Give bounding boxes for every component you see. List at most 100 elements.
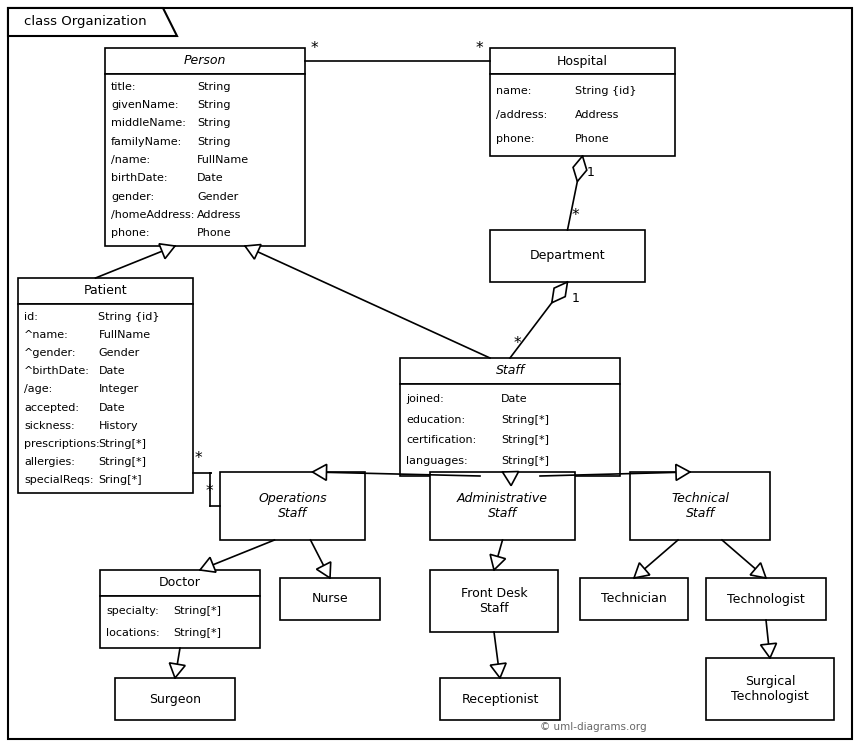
Bar — [400, 384, 620, 476]
Text: String {id}: String {id} — [575, 86, 636, 96]
Bar — [430, 472, 575, 540]
Bar — [400, 358, 620, 384]
Bar — [440, 678, 560, 720]
Polygon shape — [8, 8, 177, 36]
Text: Sring[*]: Sring[*] — [99, 475, 142, 486]
Text: *: * — [195, 451, 203, 466]
Text: phone:: phone: — [111, 228, 150, 238]
Text: *: * — [206, 484, 213, 499]
Polygon shape — [676, 465, 690, 480]
Polygon shape — [750, 562, 766, 578]
Text: Front Desk
Staff: Front Desk Staff — [461, 587, 527, 615]
Text: birthDate:: birthDate: — [111, 173, 168, 183]
Polygon shape — [169, 663, 185, 678]
Polygon shape — [552, 282, 568, 303]
Polygon shape — [245, 244, 261, 259]
Text: Phone: Phone — [575, 134, 610, 144]
Polygon shape — [312, 465, 327, 480]
Text: String[*]: String[*] — [501, 415, 550, 424]
Text: Phone: Phone — [197, 228, 231, 238]
Text: Technical
Staff: Technical Staff — [671, 492, 729, 520]
Text: *: * — [514, 336, 522, 351]
Bar — [18, 304, 193, 493]
Text: ^name:: ^name: — [24, 330, 69, 340]
Polygon shape — [200, 557, 216, 572]
Text: *: * — [311, 41, 318, 56]
Text: specialty:: specialty: — [106, 606, 159, 616]
Text: History: History — [99, 421, 138, 431]
Text: String: String — [197, 119, 230, 128]
Text: certification:: certification: — [406, 436, 476, 445]
Text: String[*]: String[*] — [99, 439, 146, 449]
Text: Administrative
Staff: Administrative Staff — [457, 492, 548, 520]
Polygon shape — [316, 562, 331, 578]
Text: education:: education: — [406, 415, 465, 424]
Text: FullName: FullName — [197, 155, 249, 165]
Polygon shape — [502, 471, 519, 486]
Text: /address:: /address: — [496, 110, 547, 120]
Bar — [706, 658, 834, 720]
Text: familyName:: familyName: — [111, 137, 182, 146]
Text: title:: title: — [111, 82, 137, 92]
Text: String[*]: String[*] — [174, 627, 222, 638]
Bar — [490, 48, 675, 74]
Bar — [105, 48, 305, 74]
Text: String[*]: String[*] — [501, 456, 550, 466]
Text: Person: Person — [184, 55, 226, 67]
Text: © uml-diagrams.org: © uml-diagrams.org — [540, 722, 647, 732]
Text: String[*]: String[*] — [174, 606, 222, 616]
Text: gender:: gender: — [111, 191, 154, 202]
Text: languages:: languages: — [406, 456, 468, 466]
Text: Department: Department — [530, 249, 605, 262]
Text: Surgeon: Surgeon — [149, 692, 201, 705]
Text: /age:: /age: — [24, 385, 52, 394]
Text: Receptionist: Receptionist — [461, 692, 538, 705]
Bar — [100, 596, 260, 648]
Text: Patient: Patient — [83, 285, 127, 297]
Bar — [18, 278, 193, 304]
Text: String: String — [197, 137, 230, 146]
Polygon shape — [760, 643, 777, 658]
Polygon shape — [490, 554, 506, 570]
Text: locations:: locations: — [106, 627, 160, 638]
Polygon shape — [634, 562, 650, 578]
Text: name:: name: — [496, 86, 531, 96]
Text: *: * — [476, 41, 483, 56]
Text: Technologist: Technologist — [727, 592, 805, 606]
Text: Address: Address — [575, 110, 619, 120]
Text: /homeAddress:: /homeAddress: — [111, 210, 194, 220]
Text: prescriptions:: prescriptions: — [24, 439, 100, 449]
Text: 1: 1 — [572, 292, 580, 305]
Bar — [220, 472, 365, 540]
Bar — [105, 74, 305, 246]
Text: Technician: Technician — [601, 592, 666, 606]
Text: String[*]: String[*] — [99, 457, 146, 467]
Bar — [100, 570, 260, 596]
Text: Date: Date — [501, 394, 528, 403]
Text: specialReqs:: specialReqs: — [24, 475, 94, 486]
Text: Staff: Staff — [495, 365, 525, 377]
Text: allergies:: allergies: — [24, 457, 75, 467]
Bar — [115, 678, 235, 720]
Text: phone:: phone: — [496, 134, 535, 144]
Bar — [490, 230, 645, 282]
Polygon shape — [490, 663, 507, 678]
Text: Operations
Staff: Operations Staff — [258, 492, 327, 520]
Text: accepted:: accepted: — [24, 403, 79, 412]
Text: String: String — [197, 82, 230, 92]
Text: 1: 1 — [587, 166, 594, 179]
Text: Date: Date — [99, 366, 125, 376]
Text: ^gender:: ^gender: — [24, 348, 77, 358]
Polygon shape — [573, 156, 587, 182]
Text: Surgical
Technologist: Surgical Technologist — [731, 675, 809, 703]
Bar — [490, 74, 675, 156]
Text: Integer: Integer — [99, 385, 138, 394]
Text: Hospital: Hospital — [557, 55, 608, 67]
Text: Address: Address — [197, 210, 242, 220]
Text: String[*]: String[*] — [501, 436, 550, 445]
Text: Date: Date — [197, 173, 224, 183]
Bar — [630, 472, 770, 540]
Text: Nurse: Nurse — [311, 592, 348, 606]
Bar — [280, 578, 380, 620]
Polygon shape — [159, 244, 175, 258]
